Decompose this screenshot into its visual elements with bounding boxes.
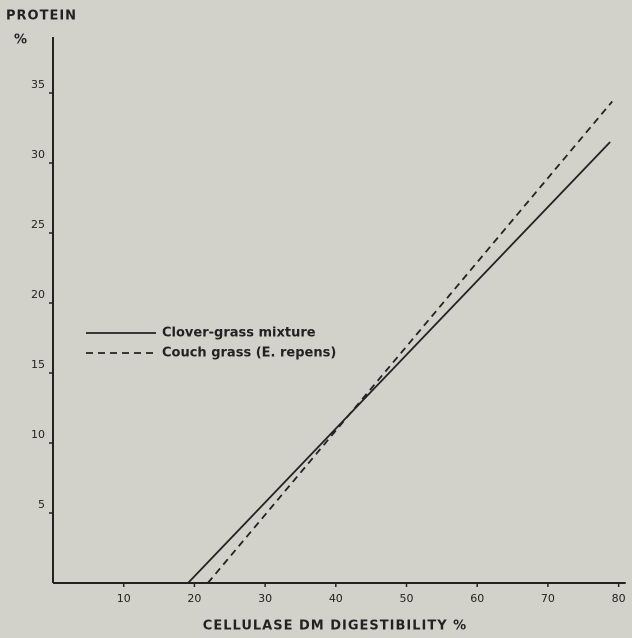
y-tick-label: 15	[31, 358, 45, 371]
x-tick-label: 70	[541, 592, 555, 605]
y-axis-unit: %	[14, 33, 28, 48]
y-tick-label: 35	[31, 78, 45, 91]
y-tick-label: 10	[31, 428, 45, 441]
series-line	[187, 141, 611, 584]
y-tick-label: 20	[31, 288, 45, 301]
x-tick-label: 80	[612, 592, 626, 605]
x-tick-label: 20	[187, 592, 201, 605]
x-tick-label: 10	[117, 592, 131, 605]
y-tick-label: 5	[38, 498, 45, 511]
y-tick-label: 30	[31, 148, 45, 161]
x-tick-label: 30	[258, 592, 272, 605]
series-line	[207, 100, 613, 584]
y-tick-label: 25	[31, 218, 45, 231]
x-tick-label: 60	[470, 592, 484, 605]
legend-label: Clover-grass mixture	[162, 326, 316, 341]
x-tick-label: 40	[329, 592, 343, 605]
x-tick-label: 50	[400, 592, 414, 605]
legend-label: Couch grass (E. repens)	[162, 346, 336, 361]
x-axis-label: CELLULASE DM DIGESTIBILITY %	[203, 619, 467, 634]
y-axis-label: PROTEIN	[6, 9, 77, 24]
